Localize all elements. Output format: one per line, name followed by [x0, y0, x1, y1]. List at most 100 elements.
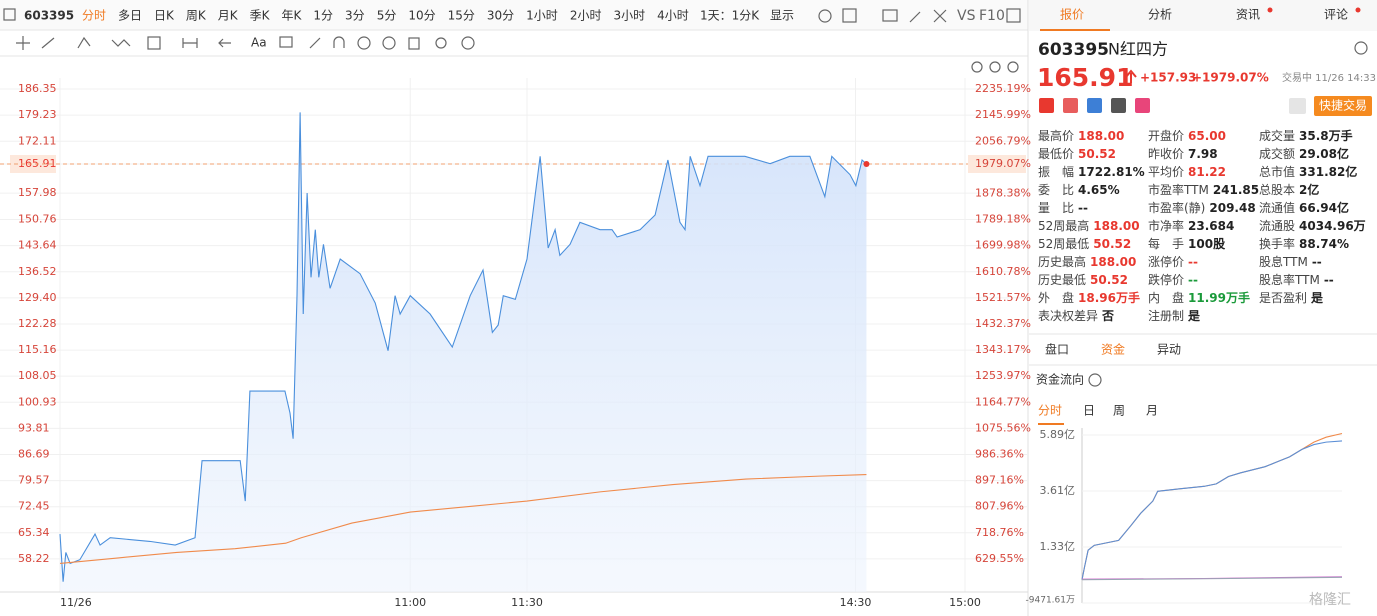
tag-icon[interactable] — [1087, 98, 1102, 113]
field-value: -- — [1188, 255, 1198, 269]
period-tab[interactable]: 1小时 — [526, 9, 558, 23]
settings-icon[interactable] — [1354, 41, 1368, 55]
f10-button[interactable]: F10 — [979, 8, 1005, 24]
sub-tab[interactable]: 异动 — [1157, 343, 1181, 357]
panel-icon[interactable] — [3, 8, 16, 21]
y2-tick-label: 1164.77% — [975, 395, 1031, 408]
y2-tick-label: 1878.38% — [975, 186, 1031, 199]
quote-field: 流通股 4034.96万 — [1259, 219, 1366, 233]
badge-dot — [1267, 7, 1273, 13]
range-tool[interactable] — [182, 38, 198, 48]
settings-button[interactable] — [818, 9, 832, 23]
flow-period[interactable]: 日 — [1083, 404, 1095, 418]
quote-field: 52周最高 188.00 — [1038, 218, 1140, 233]
sub-tab[interactable]: 资金 — [1101, 342, 1125, 357]
panel-tab[interactable]: 报价 — [1060, 7, 1084, 22]
sub-tab[interactable]: 盘口 — [1045, 342, 1069, 357]
fullscreen-button[interactable] — [933, 9, 947, 23]
alert-icon[interactable] — [1289, 98, 1306, 114]
zoom-in-button[interactable] — [1007, 61, 1019, 73]
period-tab[interactable]: 多日 — [118, 9, 142, 23]
y-tick-label: 79.57 — [18, 474, 50, 487]
y-tick-label: 179.23 — [18, 108, 57, 121]
flow-period[interactable]: 月 — [1146, 404, 1158, 418]
period-tab[interactable]: 月K — [218, 9, 239, 23]
delete-tool[interactable] — [408, 37, 420, 50]
flow-tick-label: -9471.61万 — [1026, 596, 1075, 606]
period-tab[interactable]: 15分 — [448, 9, 475, 23]
field-value: 50.52 — [1093, 237, 1131, 251]
period-tab[interactable]: 4小时 — [657, 9, 689, 23]
vs-button[interactable]: VS — [957, 8, 976, 24]
period-tab[interactable]: 分时 — [82, 9, 106, 23]
wave-tool[interactable] — [111, 39, 131, 47]
display-select[interactable]: 显示 — [770, 9, 794, 23]
trade-button[interactable]: 快捷交易 — [1319, 98, 1367, 113]
text-tool[interactable]: Aa — [251, 36, 267, 50]
panel-tab[interactable]: 分析 — [1148, 8, 1172, 22]
quote-field: 市净率 23.684 — [1148, 218, 1234, 233]
period-tab[interactable]: 1分 — [313, 9, 333, 23]
rect-tool[interactable] — [147, 36, 161, 50]
tag-icon[interactable] — [1063, 98, 1078, 113]
x-tick-label: 14:30 — [840, 596, 872, 609]
reset-button[interactable] — [971, 61, 983, 73]
tag-icon[interactable] — [1135, 98, 1150, 113]
period-tab[interactable]: 年K — [282, 9, 303, 23]
magnet-tool[interactable] — [333, 36, 345, 48]
field-label: 振 幅 — [1038, 164, 1074, 179]
flow-period[interactable]: 周 — [1113, 404, 1125, 418]
period-tab[interactable]: 周K — [186, 9, 207, 23]
y2-tick-label: 1789.18% — [975, 213, 1031, 226]
stock-code[interactable]: 603395 — [24, 9, 74, 23]
period-tab[interactable]: 3分 — [345, 9, 365, 23]
checkbox[interactable] — [842, 8, 857, 23]
panel-tab[interactable]: 评论 — [1324, 8, 1348, 22]
pen-tool[interactable] — [309, 37, 321, 49]
field-value: 188.00 — [1090, 255, 1136, 269]
quote-field: 成交额 29.08亿 — [1259, 146, 1349, 161]
tag-icon[interactable] — [1111, 98, 1126, 113]
move-tool[interactable] — [16, 36, 30, 50]
tag-icon[interactable] — [1039, 98, 1054, 113]
period-tab[interactable]: 3小时 — [613, 9, 645, 23]
period-tab[interactable]: 10分 — [408, 9, 435, 23]
y-tick-label: 122.28 — [18, 317, 57, 330]
compare-tool[interactable] — [435, 37, 447, 49]
note-tool[interactable] — [279, 36, 293, 48]
period-tab[interactable]: 日K — [154, 9, 175, 23]
up-arrow — [1125, 69, 1137, 83]
y2-tick-label: 1343.17% — [975, 343, 1031, 356]
range-select[interactable]: 1天：1分K — [700, 9, 760, 23]
polyline-tool[interactable] — [77, 36, 91, 49]
field-value: 241.85 — [1213, 183, 1259, 197]
lock-tool[interactable] — [357, 36, 371, 50]
flow-period[interactable]: 分时 — [1038, 404, 1062, 418]
quote-field: 总市值 331.82亿 — [1259, 164, 1357, 179]
panel-tab[interactable]: 资讯 — [1236, 8, 1260, 22]
line-tool[interactable] — [41, 37, 55, 49]
field-label: 量 比 — [1038, 201, 1074, 215]
field-label: 股息TTM — [1259, 254, 1308, 269]
period-tab[interactable]: 季K — [250, 9, 271, 23]
intraday-chart: 186.35179.23172.11165.91157.98150.76143.… — [0, 78, 1031, 609]
field-value: 35.8万手 — [1299, 128, 1353, 143]
quote-field: 最高价 188.00 — [1038, 128, 1124, 143]
hide-tool[interactable] — [382, 36, 396, 50]
arrow-tool[interactable] — [218, 38, 231, 48]
screenshot-button[interactable] — [882, 9, 898, 22]
quote-field: 涨停价 -- — [1148, 254, 1198, 269]
layout-button[interactable] — [1006, 8, 1021, 23]
field-label: 总股本 — [1259, 183, 1295, 197]
period-tab[interactable]: 5分 — [377, 9, 397, 23]
period-tab[interactable]: 2小时 — [570, 9, 602, 23]
zoom-out-button[interactable] — [989, 61, 1001, 73]
trade-button-bg[interactable] — [1314, 96, 1372, 116]
quote-field: 最低价 50.52 — [1038, 147, 1116, 161]
period-tab[interactable]: 30分 — [487, 9, 514, 23]
settings-tool[interactable] — [461, 36, 475, 50]
quote-change-pct: +1979.07% — [1192, 71, 1269, 85]
info-icon[interactable] — [1088, 373, 1102, 387]
draw-button[interactable] — [909, 11, 921, 23]
field-value: 50.52 — [1078, 147, 1116, 161]
